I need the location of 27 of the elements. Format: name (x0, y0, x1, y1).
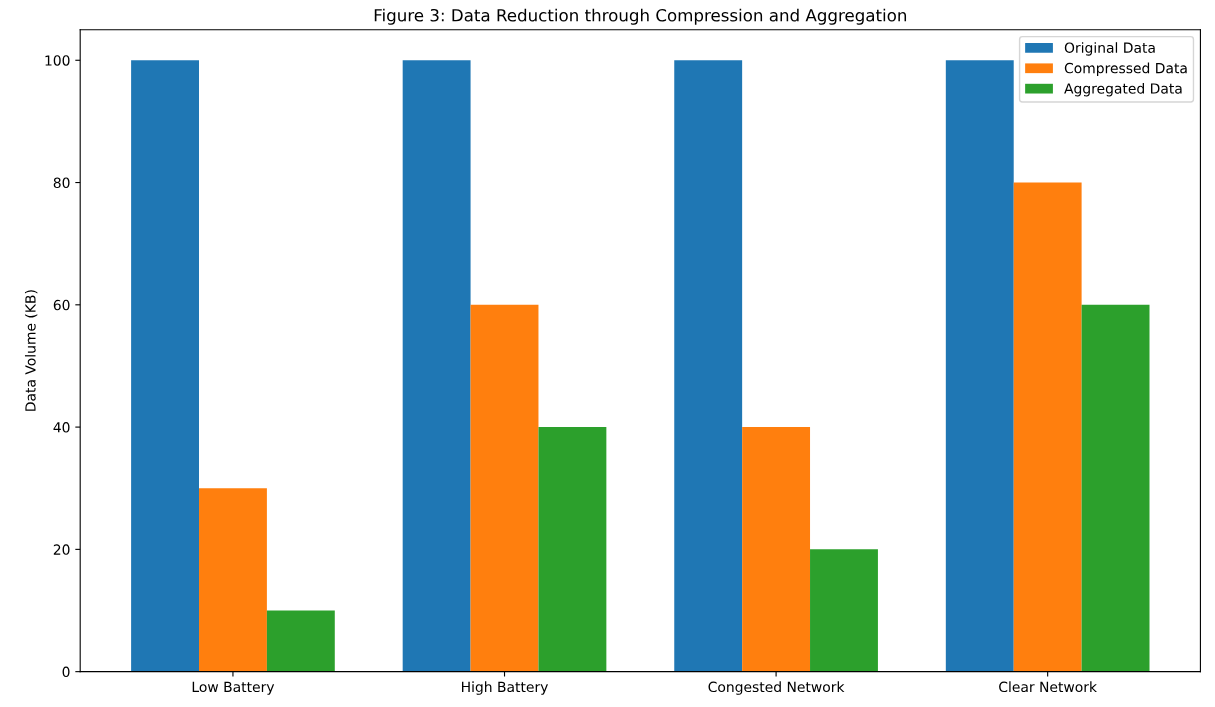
bar (1081, 304, 1150, 672)
bar (810, 549, 878, 672)
bar (1013, 182, 1082, 672)
bar (402, 60, 471, 672)
legend-label: Original Data (1064, 42, 1155, 56)
bar (131, 60, 199, 672)
chart-title: Figure 3: Data Reduction through Compression and Aggregation (374, 8, 907, 25)
y-tick-label: 60 (53, 299, 70, 311)
y-axis-title: Data Volume (KB) (24, 290, 38, 411)
bar (199, 488, 267, 672)
legend-label: Compressed Data (1064, 62, 1187, 77)
x-tick-label: Congested Network (708, 681, 845, 695)
legend-label: Aggregated Data (1064, 82, 1182, 97)
bar (945, 60, 1014, 672)
bar (538, 427, 607, 672)
bar (742, 427, 811, 672)
y-tick-label: 80 (53, 177, 70, 189)
y-tick-label: 40 (53, 422, 70, 433)
x-tick-label: Low Battery (192, 681, 275, 695)
y-tick-label: 20 (53, 544, 70, 555)
y-tick-label: 0 (62, 666, 70, 678)
x-tick-label: High Battery (462, 681, 548, 695)
x-tick-label: Clear Network (999, 681, 1097, 693)
bar (674, 60, 743, 672)
bar (266, 610, 335, 672)
bar (470, 304, 539, 672)
y-tick-label: 100 (45, 55, 70, 66)
